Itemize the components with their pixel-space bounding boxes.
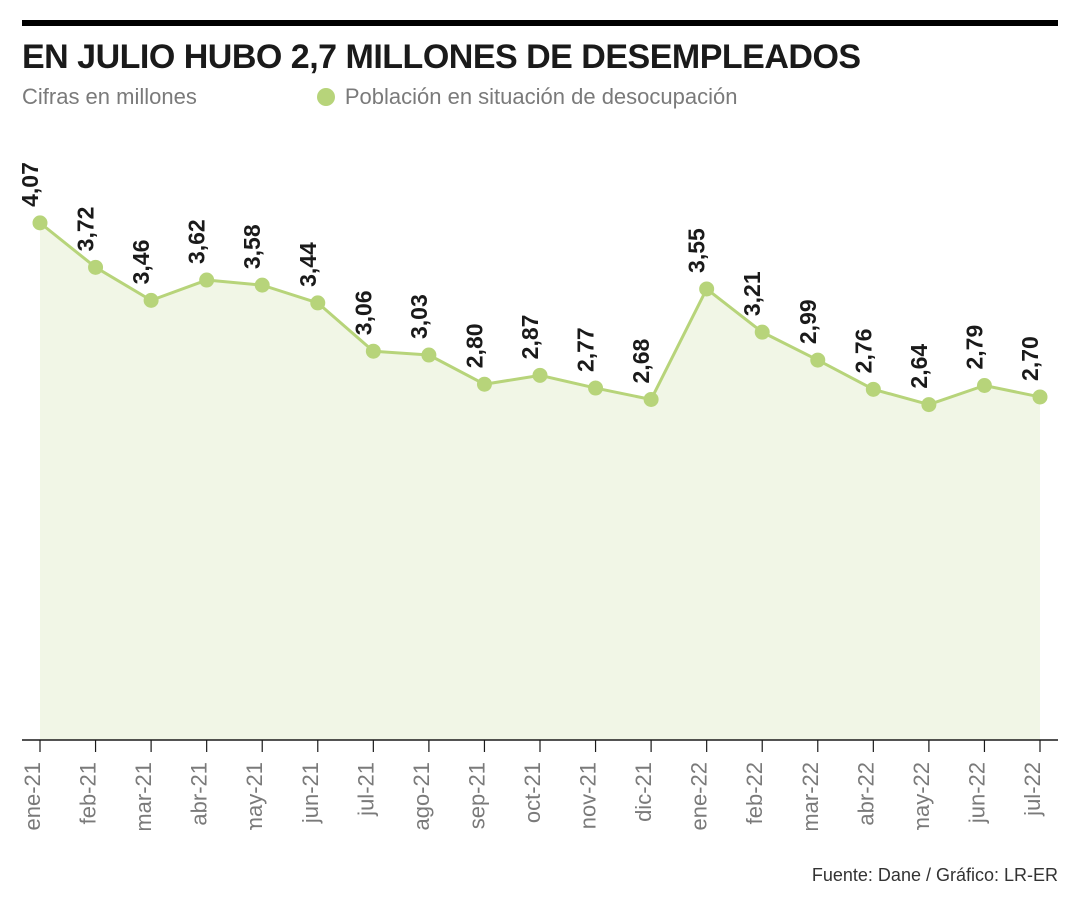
x-label: jun-22 [964, 762, 989, 824]
data-label: 2,80 [461, 323, 487, 368]
area-fill [40, 223, 1040, 740]
x-label: feb-22 [742, 762, 767, 824]
data-marker [922, 398, 936, 412]
x-label: dic-21 [631, 762, 656, 822]
x-label: ago-21 [409, 762, 434, 830]
data-marker [366, 344, 380, 358]
data-label: 2,99 [795, 299, 821, 344]
x-label: feb-21 [76, 762, 101, 824]
x-label: sep-21 [464, 762, 489, 829]
data-marker [533, 368, 547, 382]
legend-dot-icon [317, 88, 335, 106]
data-marker [755, 325, 769, 339]
data-label: 2,77 [573, 327, 599, 372]
data-label: 4,07 [22, 162, 43, 207]
legend-label: Población en situación de desocupación [345, 84, 738, 110]
data-label: 2,87 [517, 315, 543, 360]
data-label: 2,68 [628, 339, 654, 384]
data-label: 3,46 [128, 240, 154, 285]
data-marker [477, 377, 491, 391]
x-label: abr-22 [853, 762, 878, 826]
data-marker [89, 260, 103, 274]
data-label: 3,58 [239, 224, 265, 269]
x-label: jul-21 [353, 762, 378, 817]
data-label: 3,06 [350, 290, 376, 335]
data-label: 2,76 [850, 329, 876, 374]
data-label: 3,62 [184, 219, 210, 264]
data-label: 3,03 [406, 294, 432, 339]
data-label: 3,72 [73, 207, 99, 252]
data-label: 2,79 [961, 325, 987, 370]
x-label: may-22 [909, 762, 934, 830]
data-marker [144, 293, 158, 307]
data-marker [589, 381, 603, 395]
x-label: mar-21 [131, 762, 156, 830]
subtitle: Cifras en millones [22, 84, 197, 110]
source-credit: Fuente: Dane / Gráfico: LR-ER [812, 865, 1058, 886]
data-label: 3,44 [295, 242, 321, 287]
subtitle-row: Cifras en millones Población en situació… [22, 84, 737, 110]
data-marker [644, 392, 658, 406]
data-marker [866, 382, 880, 396]
data-label: 3,55 [684, 228, 710, 273]
x-label: jul-22 [1020, 762, 1045, 817]
chart-title: EN JULIO HUBO 2,7 MILLONES DE DESEMPLEAD… [22, 38, 861, 77]
x-label: may-21 [242, 762, 267, 830]
x-label: ene-22 [687, 762, 712, 830]
x-label: abr-21 [187, 762, 212, 826]
data-marker [200, 273, 214, 287]
chart-area: ene-21 feb-21 mar-21 abr-21 may-21 jun-21 jul-… [22, 130, 1058, 830]
chart-svg: ene-21 feb-21 mar-21 abr-21 may-21 jun-21 jul-… [22, 130, 1058, 830]
data-marker [977, 379, 991, 393]
x-label: jun-21 [298, 762, 323, 824]
data-label: 2,64 [906, 344, 932, 389]
x-label: ene-21 [22, 762, 45, 830]
data-marker [811, 353, 825, 367]
data-marker [1033, 390, 1047, 404]
x-label: oct-21 [520, 762, 545, 823]
data-marker [255, 278, 269, 292]
data-marker [422, 348, 436, 362]
x-label: nov-21 [576, 762, 601, 829]
data-marker [700, 282, 714, 296]
data-marker [311, 296, 325, 310]
x-label: mar-22 [798, 762, 823, 830]
data-label: 3,21 [739, 271, 765, 316]
top-rule [22, 20, 1058, 26]
data-label: 2,70 [1017, 336, 1043, 381]
legend: Población en situación de desocupación [317, 84, 738, 110]
data-marker [33, 216, 47, 230]
